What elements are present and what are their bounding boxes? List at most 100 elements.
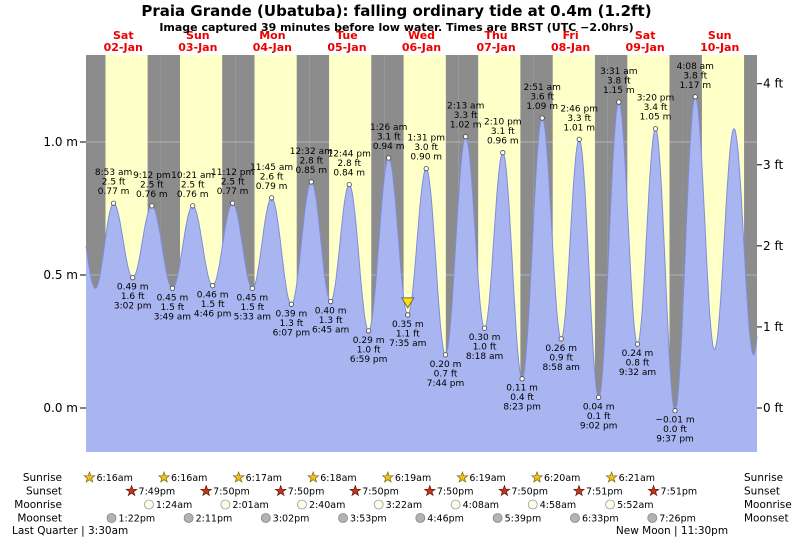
tide-extreme-label: 2.5 ft (102, 178, 126, 188)
tide-extreme-dot (558, 336, 564, 342)
sunrise-time: 6:20am (544, 473, 580, 484)
sunrise-star-icon (232, 470, 245, 483)
day-date-label: 07-Jan (476, 41, 515, 54)
moonrise-row-label-right: Moonrise (744, 499, 792, 511)
tide-extreme-dot (288, 301, 294, 307)
day-date-label: 03-Jan (178, 41, 217, 54)
tide-extreme-label: 2.8 ft (299, 156, 323, 166)
sunrise-time: 6:16am (171, 473, 207, 484)
y-axis-label-right: 2 ft (763, 239, 783, 253)
day-label: Fri (563, 29, 579, 42)
tide-extreme-label: 0.8 ft (626, 359, 650, 369)
sunrise-star-icon (530, 470, 544, 483)
tide-extreme-label: 3.6 ft (530, 93, 554, 103)
sunset-time: 7:51pm (661, 487, 698, 498)
moonrise-moon-icon (144, 499, 154, 510)
tide-extreme-dot (328, 298, 334, 305)
y-axis-label-right: 3 ft (763, 158, 783, 172)
moonset-moon-icon (106, 513, 117, 523)
tide-extreme-label: 1:31 pm (407, 134, 445, 144)
moonset-moon-icon (183, 513, 194, 523)
moonrise-time: 5:52am (617, 500, 653, 511)
day-label: Sat (635, 29, 656, 42)
sunset-star-icon (348, 484, 362, 497)
sunrise-time: 6:17am (246, 473, 282, 484)
tide-extreme-label: 3:31 am (600, 67, 637, 77)
moonset-time: 1:22pm (119, 514, 156, 525)
day-date-label: 08-Jan (551, 41, 590, 54)
moonset-time: 4:46pm (427, 514, 464, 525)
tide-extreme-label: 3:02 pm (114, 302, 152, 312)
capture-note: Image captured 39 minutes before low wat… (159, 21, 634, 34)
tide-extreme-label: 8:23 pm (503, 403, 541, 413)
tide-extreme-dot (230, 200, 236, 206)
tide-extreme-label: 0.90 m (410, 153, 442, 163)
tide-extreme-dot (539, 115, 545, 121)
tide-extreme-label: 1.09 m (526, 102, 558, 112)
tide-extreme-label: 1:26 am (370, 123, 407, 133)
sunset-time: 7:50pm (511, 487, 548, 498)
y-axis-label-left: 1.0 m (43, 135, 78, 149)
sunrise-star-icon (605, 470, 618, 483)
tide-extreme-label: 1.15 m (603, 86, 635, 96)
moonset-moon-icon (492, 513, 503, 523)
day-date-label: 02-Jan (104, 41, 143, 54)
moonrise-moon-icon (220, 499, 231, 510)
tide-extreme-label: 0.45 m (157, 293, 189, 303)
sunset-row-label-right: Sunset (744, 486, 780, 498)
sunrise-star-icon (307, 470, 320, 483)
tide-extreme-label: 3:20 pm (637, 94, 675, 104)
tide-extreme-label: 0.76 m (177, 190, 209, 200)
moonrise-time: 4:08am (463, 500, 499, 511)
moonset-moon-icon (260, 513, 271, 523)
tide-extreme-label: 9:02 pm (580, 421, 618, 431)
sunset-star-icon (125, 484, 138, 497)
tide-extreme-label: 8:18 am (466, 352, 503, 362)
moonrise-moon-icon (605, 499, 616, 510)
sunset-star-icon (274, 484, 288, 497)
tide-extreme-label: 0.11 m (506, 384, 538, 394)
sunrise-row-label-right: Sunrise (744, 472, 783, 484)
moonset-time: 6:33pm (582, 514, 619, 525)
sunset-star-icon (498, 484, 511, 497)
page-title: Praia Grande (Ubatuba): falling ordinary… (141, 2, 652, 20)
tide-extreme-dot (596, 394, 602, 400)
day-label: Thu (484, 29, 507, 42)
tide-extreme-label: 11:45 am (250, 163, 293, 173)
tide-extreme-label: 0.96 m (487, 137, 519, 147)
sunset-star-icon (572, 484, 586, 497)
tide-extreme-label: 0.9 ft (549, 353, 573, 363)
tide-extreme-label: 2:46 pm (560, 104, 598, 114)
day-date-label: 05-Jan (327, 41, 366, 54)
tide-extreme-label: 11:12 pm (211, 168, 254, 178)
sunset-row-label-left: Sunset (26, 486, 62, 498)
tide-extreme-label: 1.5 ft (161, 303, 185, 313)
moon-phase-last-quarter: Last Quarter | 3:30am (12, 525, 128, 537)
tide-extreme-label: 1.01 m (563, 123, 595, 133)
tide-extreme-label: 0.20 m (430, 360, 462, 370)
sunrise-star-icon (157, 470, 171, 483)
sunrise-star-icon (456, 470, 469, 483)
sunset-star-icon (647, 484, 660, 497)
tide-extreme-dot (652, 126, 659, 132)
tide-extreme-label: 1.1 ft (396, 329, 420, 339)
tide-extreme-dot (249, 285, 255, 291)
tide-extreme-label: 1.3 ft (280, 319, 304, 329)
moonset-time: 7:26pm (659, 514, 696, 525)
tide-extreme-label: 0.85 m (295, 166, 327, 176)
tide-extreme-label: 3.3 ft (454, 111, 478, 121)
tide-extreme-dot (500, 150, 506, 156)
tide-area (86, 97, 757, 452)
sunset-time: 7:49pm (139, 487, 176, 498)
sunrise-star-icon (83, 470, 96, 483)
tide-extreme-label: 0.76 m (136, 190, 168, 200)
tide-extreme-label: 10:21 am (171, 171, 214, 181)
tide-extreme-dot (576, 136, 582, 142)
y-axis-label-left: 0.5 m (43, 268, 78, 282)
sunrise-row-label-left: Sunrise (23, 472, 62, 484)
tide-extreme-label: 8:58 am (543, 363, 580, 373)
moon-phase-new-moon: New Moon | 11:30pm (616, 525, 728, 537)
sunrise-time: 6:21am (619, 473, 655, 484)
tide-extreme-label: 0.46 m (197, 291, 229, 301)
